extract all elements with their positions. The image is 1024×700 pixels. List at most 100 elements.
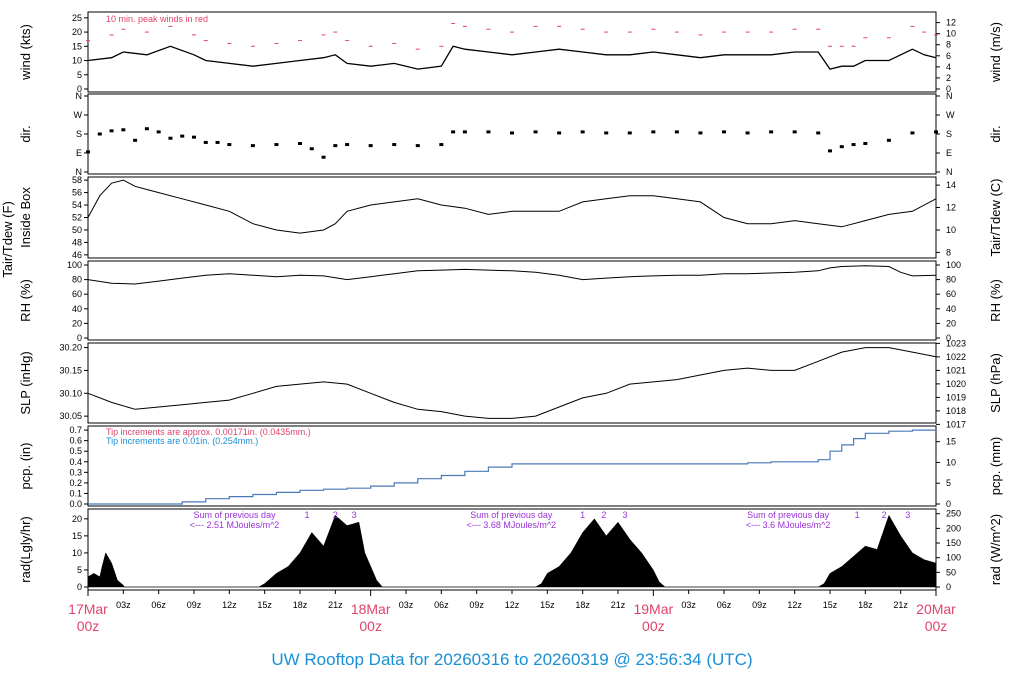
temp-left-tick-label: 54 [72,200,82,210]
wind-series-line [87,45,937,70]
dir-right-tick-label: W [946,110,955,120]
wind-right-tick-label: 12 [946,18,956,28]
wind-left-tick-label: 20 [72,27,82,37]
dir-point [345,143,350,147]
rad-sum-title: Sum of previous day [470,510,553,520]
rad-hour-marker: 2 [333,510,338,520]
wind-left-label: wind (kts) [18,24,33,81]
dir-point [745,131,750,135]
x-tick-label: 18z [858,600,873,610]
dir-point [180,134,185,138]
dir-point [792,130,797,134]
rad-right-tick-label: 200 [946,523,961,533]
slp-right-tick-label: 1020 [946,379,966,389]
dir-point [934,130,938,134]
dir-point [863,142,868,145]
pcp-note-2: Tip increments are 0.01in. (0.254mm.) [106,436,258,446]
x-tick-label: 15z [540,600,555,610]
x-tick-label: 15z [257,600,272,610]
x-tick-label: 03z [681,600,696,610]
rad-hour-marker: 1 [855,510,860,520]
dir-point [462,130,467,134]
dir-left-tick-label: S [76,129,82,139]
rad-hour-marker: 2 [601,510,606,520]
wind-left-tick-label: 25 [72,13,82,23]
dir-left-label: dir. [18,125,33,142]
wind-left-tick-label: 5 [77,70,82,80]
panel-frame-rh [87,260,937,341]
dir-point [333,144,338,148]
rad-right-tick-label: 0 [946,582,951,592]
slp-right-tick-label: 1023 [946,338,966,348]
pcp-left-tick-label: 0.1 [69,488,82,498]
x-tick-label: 03z [399,600,414,610]
temp-right-tick-label: 8 [946,247,951,257]
x-day-label-date: 20Mar [916,601,956,617]
x-tick-label: 21z [611,600,626,610]
slp-left-tick-label: 30.15 [59,365,82,375]
dir-right-tick-label: S [946,129,952,139]
x-tick-label: 06z [717,600,732,610]
dir-point [156,130,161,134]
rad-hour-marker: 3 [623,510,628,520]
dir-point [533,130,538,134]
rad-left-tick-label: 10 [72,548,82,558]
wind-peak-note: 10 min. peak winds in red [106,14,208,24]
x-tick-label: 09z [187,600,202,610]
wind-left-tick-label: 10 [72,56,82,66]
x-tick-label: 06z [434,600,449,610]
dir-point [309,147,314,151]
pcp-right-tick-label: 0 [946,499,951,509]
dir-right-label: dir. [988,125,1003,142]
dir-point [121,128,126,132]
x-day-label-time: 00z [642,618,665,634]
x-day-label-time: 00z [925,618,948,634]
panel-frame-pcp [87,425,937,507]
rad-right-tick-label: 150 [946,538,961,548]
x-day-label-time: 00z [77,618,100,634]
temp-left-tick-label: 46 [72,250,82,260]
rad-sum-title: Sum of previous day [747,510,830,520]
dir-right-tick-label: E [946,148,952,158]
dir-point [580,130,585,134]
dir-point [674,130,679,134]
rad-sum-value: <--- 2.51 MJoules/m^2 [190,520,280,530]
rad-right-tick-label: 50 [946,567,956,577]
pcp-left-tick-label: 0.5 [69,446,82,456]
dir-right-tick-label: N [946,91,953,101]
dir-point [415,144,420,148]
dir-left-tick-label: E [76,148,82,158]
dir-point [298,142,302,145]
dir-point [227,143,232,147]
dir-point [250,144,255,148]
dir-point [274,143,279,147]
x-tick-label: 09z [752,600,767,610]
wind-right-tick-label: 0 [946,84,951,94]
panel-frame-wind [87,11,937,93]
dir-point [510,131,514,135]
wind-left-tick-label: 15 [72,41,82,51]
dir-point [486,130,491,134]
pcp-left-tick-label: 0.2 [69,478,82,488]
dir-point [144,127,149,131]
x-tick-label: 06z [151,600,166,610]
dir-point [109,129,114,133]
dir-point [839,145,844,149]
x-day-label-date: 18Mar [351,601,391,617]
rad-sum-value: <--- 3.6 MJoules/m^2 [746,520,831,530]
slp-left-tick-label: 30.05 [59,411,82,421]
x-day-label-date: 19Mar [633,601,673,617]
dir-point [439,143,444,147]
dir-point [368,144,373,148]
rad-sum-title: Sum of previous day [194,510,277,520]
pcp-left-tick-label: 0.4 [69,457,82,467]
temp-left-tick-label: 48 [72,237,82,247]
dir-point [451,130,456,134]
wind-right-tick-label: 8 [946,40,951,50]
pcp-right-tick-label: 5 [946,478,951,488]
wind-left-tick-label: 0 [77,84,82,94]
dir-point [133,138,138,142]
chart-title: UW Rooftop Data for 20260316 to 20260319… [271,650,752,669]
temp-right-tick-label: 10 [946,225,956,235]
dir-point [627,131,632,135]
